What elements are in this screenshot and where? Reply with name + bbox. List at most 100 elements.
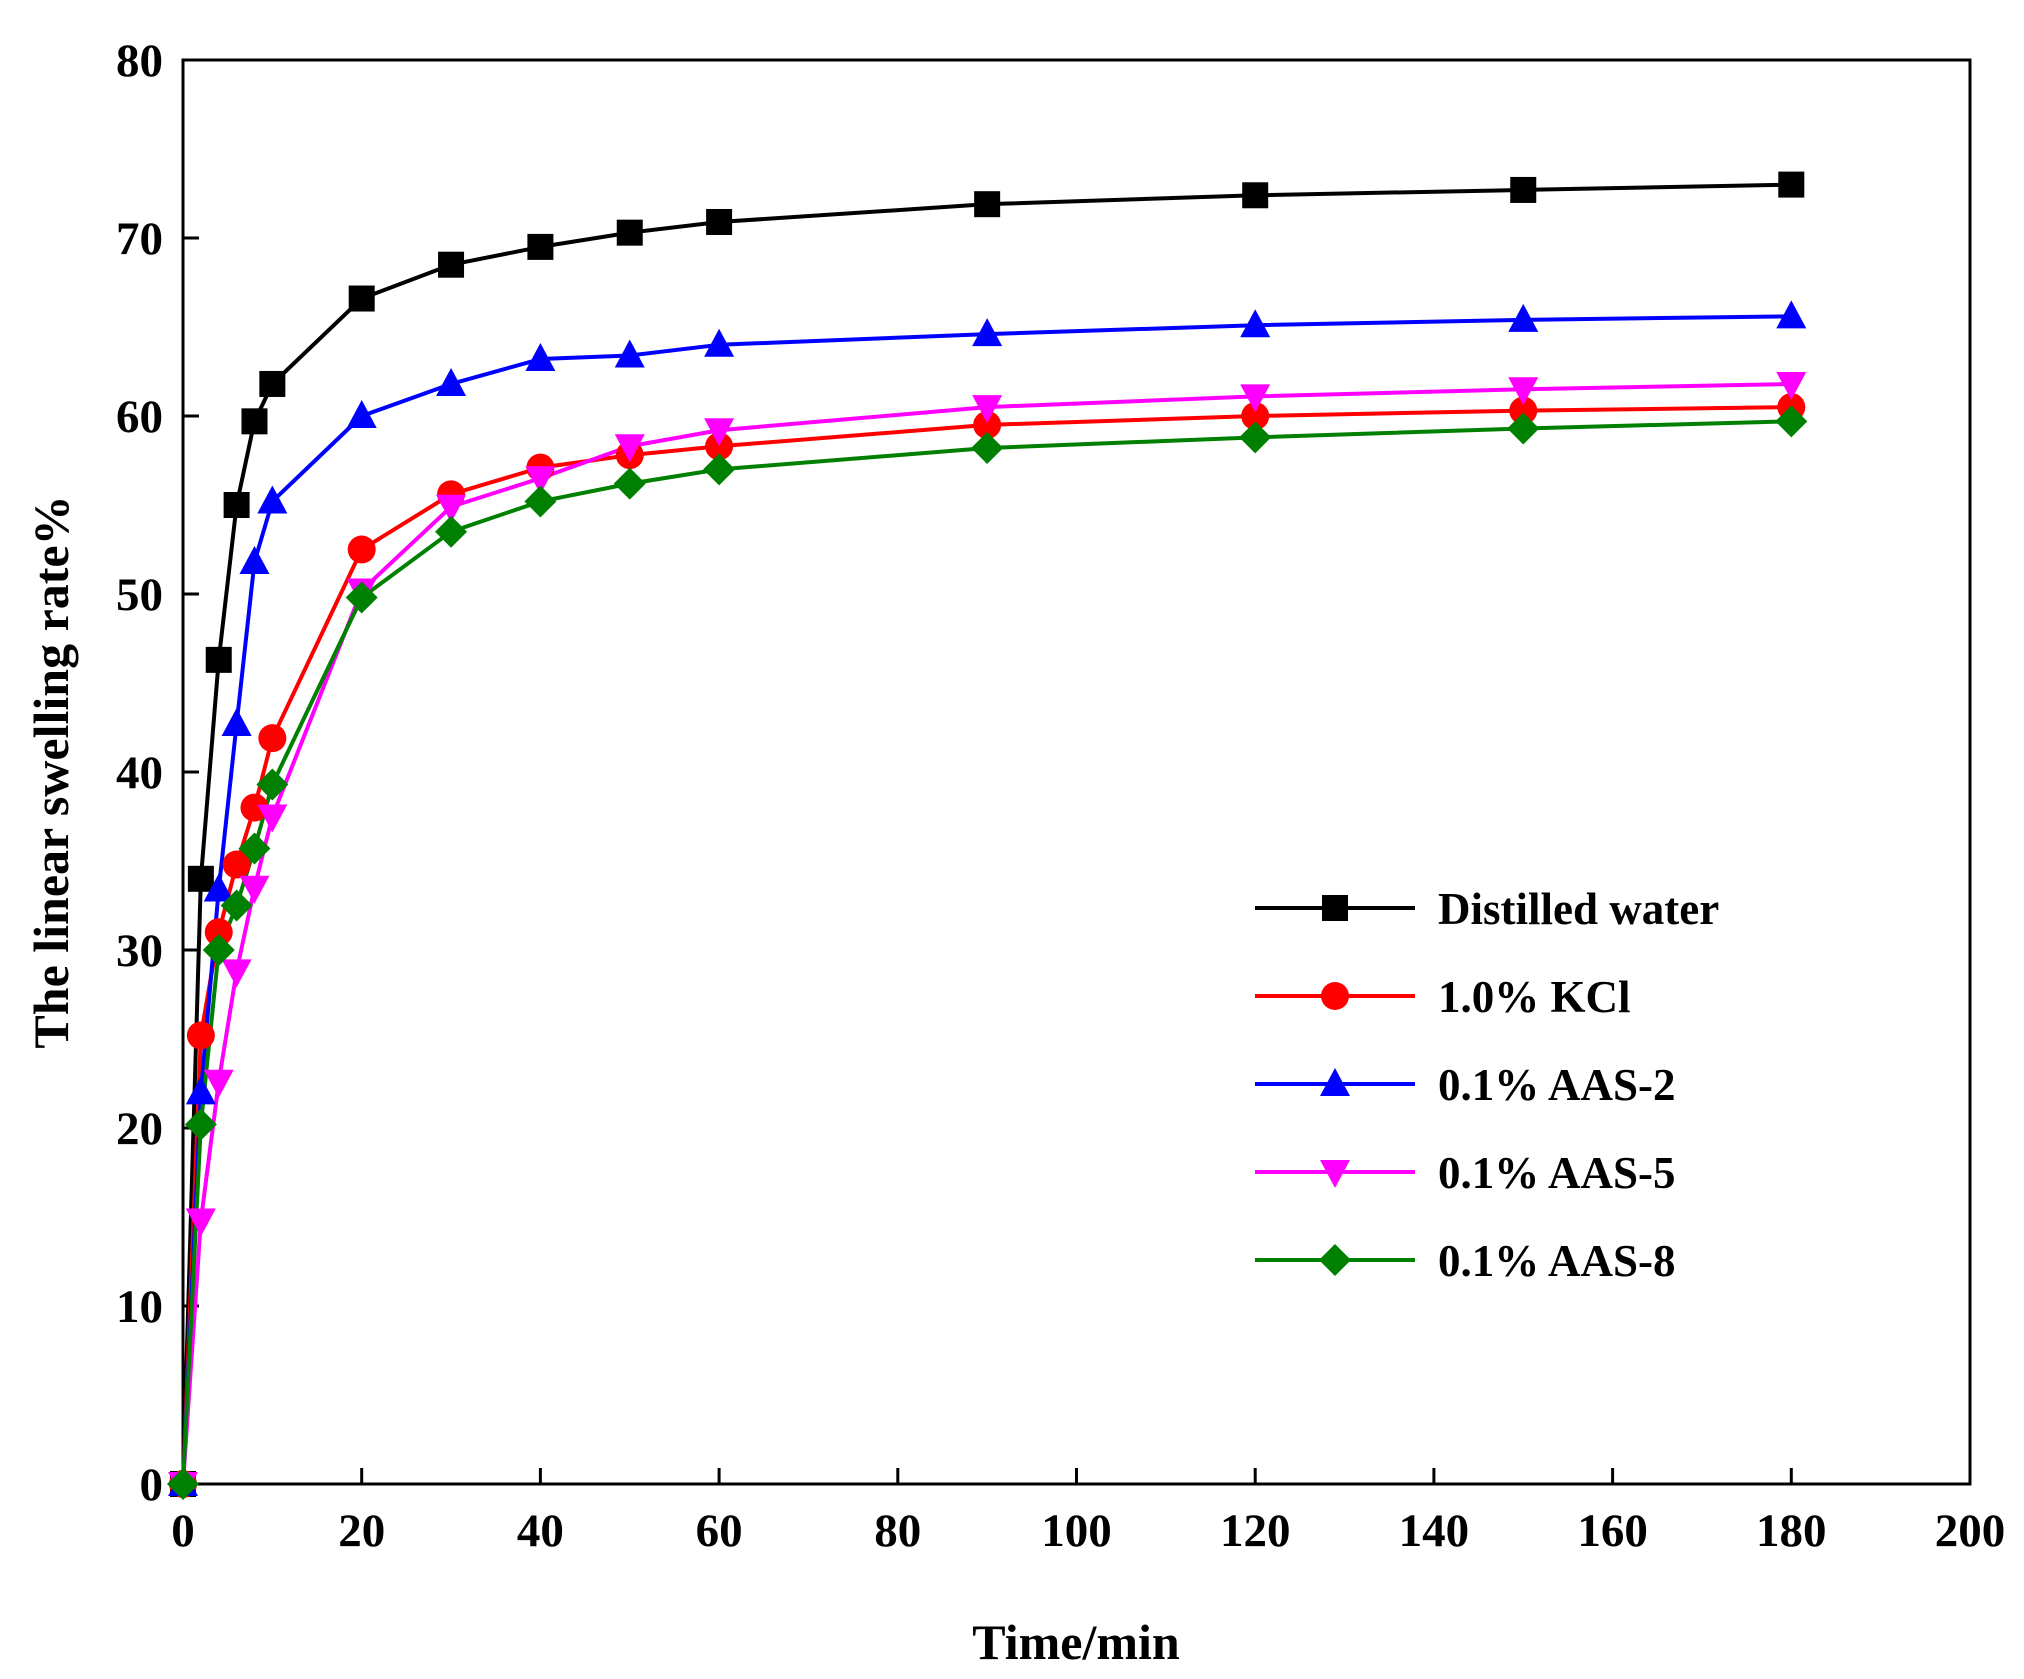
data-point — [1239, 421, 1272, 454]
x-tick-label: 200 — [1935, 1505, 2006, 1557]
data-point — [203, 1069, 234, 1098]
data-point — [184, 1108, 217, 1141]
data-point — [241, 408, 268, 435]
legend-label: 0.1% AAS-8 — [1438, 1236, 1676, 1286]
y-tick-label: 60 — [116, 391, 163, 443]
data-point — [616, 219, 643, 246]
data-point — [239, 545, 270, 574]
data-point — [1507, 412, 1540, 445]
data-point — [703, 453, 736, 486]
data-point — [971, 432, 1004, 465]
data-point — [1508, 377, 1539, 406]
data-point — [614, 434, 645, 463]
data-point — [203, 873, 234, 902]
data-point — [527, 233, 554, 260]
legend-marker — [1321, 982, 1349, 1010]
data-point — [973, 410, 1002, 439]
data-point — [435, 515, 468, 548]
legend-label: 0.1% AAS-2 — [1438, 1060, 1676, 1110]
data-point — [256, 768, 289, 801]
data-point — [1509, 396, 1538, 425]
data-point — [257, 804, 288, 833]
series-line — [181, 419, 1792, 1485]
data-point — [205, 646, 232, 673]
series-line — [181, 405, 1792, 1485]
data-point — [258, 724, 287, 753]
x-tick-label: 180 — [1756, 1505, 1827, 1557]
data-point — [1240, 384, 1271, 413]
legend-marker — [1320, 1068, 1350, 1096]
data-point — [202, 934, 235, 966]
data-point — [974, 191, 1001, 218]
data-point — [346, 400, 377, 428]
data-point — [347, 535, 376, 564]
data-point — [525, 343, 556, 372]
data-point — [186, 1021, 215, 1050]
y-tick-label: 50 — [116, 569, 163, 621]
data-point — [220, 889, 253, 922]
x-tick-label: 0 — [171, 1505, 195, 1557]
legend-label: Distilled water — [1438, 884, 1719, 934]
data-point — [185, 1076, 216, 1105]
data-point — [259, 370, 286, 397]
data-point — [704, 418, 735, 447]
data-point — [1240, 309, 1271, 338]
data-point — [524, 485, 557, 518]
data-point — [613, 467, 646, 500]
y-tick-label: 30 — [116, 925, 163, 977]
data-point — [221, 707, 252, 736]
x-tick-label: 120 — [1220, 1505, 1291, 1557]
y-tick-label: 70 — [116, 213, 163, 265]
data-point — [1776, 371, 1807, 400]
data-point — [187, 865, 214, 892]
x-tick-label: 80 — [874, 1505, 921, 1557]
data-point — [167, 1468, 199, 1500]
legend-label: 1.0% KCl — [1438, 972, 1631, 1022]
data-point — [1778, 171, 1805, 198]
data-point — [238, 832, 271, 865]
data-point — [240, 793, 269, 822]
legend-label: 0.1% AAS-5 — [1438, 1148, 1676, 1198]
data-point — [1241, 402, 1270, 430]
legend-marker — [1319, 1244, 1351, 1276]
data-point — [239, 875, 270, 904]
y-tick-label: 80 — [116, 35, 163, 87]
y-tick-label: 40 — [116, 747, 163, 799]
data-point — [345, 581, 378, 614]
data-point — [525, 466, 556, 495]
series-line — [181, 182, 1792, 1485]
legend-marker — [1320, 1160, 1350, 1188]
data-point — [223, 492, 250, 518]
x-tick-label: 20 — [338, 1505, 385, 1557]
x-axis-title: Time/min — [972, 1614, 1180, 1670]
data-point — [222, 850, 251, 879]
data-point — [221, 959, 252, 988]
data-point — [436, 494, 467, 523]
data-point — [972, 318, 1003, 347]
data-point — [1510, 176, 1537, 203]
data-point — [705, 432, 734, 461]
y-axis-title: The linear swelling rate% — [23, 495, 79, 1048]
y-tick-label: 10 — [116, 1281, 163, 1333]
data-point — [1775, 405, 1808, 438]
data-point — [1508, 303, 1539, 332]
x-tick-label: 60 — [696, 1505, 743, 1557]
data-point — [1776, 300, 1807, 329]
data-point — [614, 339, 645, 368]
data-point — [257, 485, 288, 514]
legend-marker — [1322, 895, 1348, 921]
x-tick-label: 100 — [1041, 1505, 1112, 1557]
x-tick-label: 140 — [1399, 1505, 1470, 1557]
data-point — [204, 918, 233, 947]
data-point — [438, 251, 465, 278]
y-tick-label: 0 — [140, 1459, 164, 1511]
x-tick-label: 160 — [1577, 1505, 1648, 1557]
x-tick-label: 40 — [517, 1505, 564, 1557]
data-point — [706, 208, 733, 235]
data-point — [1242, 182, 1269, 209]
data-point — [704, 328, 735, 357]
data-point — [348, 285, 375, 312]
y-tick-label: 20 — [116, 1103, 163, 1155]
data-point — [185, 1208, 216, 1237]
